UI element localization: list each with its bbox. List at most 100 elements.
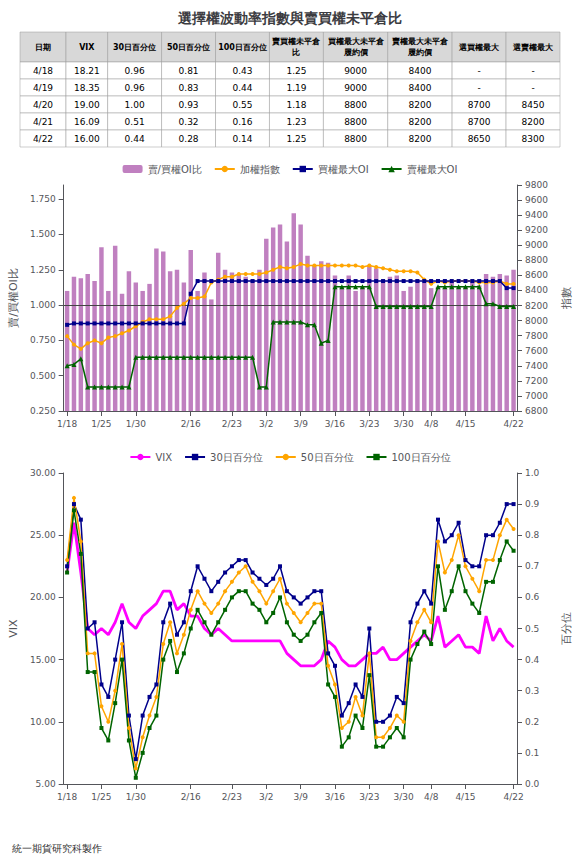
svg-text:0.44: 0.44 [232, 83, 252, 93]
svg-text:0.96: 0.96 [125, 66, 145, 76]
svg-text:8800: 8800 [344, 134, 367, 144]
svg-text:0.51: 0.51 [125, 117, 145, 127]
svg-text:4/8: 4/8 [424, 419, 439, 429]
svg-text:0.250: 0.250 [30, 406, 56, 416]
svg-text:8600: 8600 [525, 270, 548, 280]
svg-text:3/30: 3/30 [394, 419, 414, 429]
svg-text:0.16: 0.16 [232, 117, 252, 127]
svg-text:3/9: 3/9 [293, 792, 308, 802]
svg-text:8800: 8800 [344, 117, 367, 127]
svg-text:3/9: 3/9 [293, 419, 308, 429]
svg-text:9000: 9000 [525, 240, 548, 250]
svg-text:2/16: 2/16 [181, 419, 201, 429]
svg-text:1.25: 1.25 [286, 66, 306, 76]
svg-text:比: 比 [292, 48, 300, 57]
svg-text:16.09: 16.09 [74, 117, 100, 127]
svg-text:1.0: 1.0 [525, 468, 540, 478]
svg-text:8400: 8400 [408, 83, 431, 93]
svg-text:0.750: 0.750 [30, 335, 56, 345]
svg-text:7600: 7600 [525, 346, 548, 356]
svg-text:8400: 8400 [408, 66, 431, 76]
svg-text:0.2: 0.2 [525, 717, 539, 727]
svg-text:加權指數: 加權指數 [240, 164, 280, 175]
svg-text:2/23: 2/23 [222, 792, 242, 802]
svg-text:0.81: 0.81 [179, 66, 199, 76]
svg-text:3/16: 3/16 [325, 792, 345, 802]
svg-text:18.35: 18.35 [74, 83, 100, 93]
svg-text:賣權最大未平倉: 賣權最大未平倉 [391, 37, 449, 46]
svg-text:買權最大未平倉: 買權最大未平倉 [327, 37, 385, 46]
svg-text:4/20: 4/20 [33, 100, 53, 110]
svg-text:統一期貨研究科製作: 統一期貨研究科製作 [12, 843, 102, 854]
svg-text:-: - [477, 66, 480, 76]
svg-text:7000: 7000 [525, 391, 548, 401]
svg-text:3/23: 3/23 [359, 792, 379, 802]
svg-text:4/22: 4/22 [503, 419, 523, 429]
svg-text:-: - [531, 83, 534, 93]
svg-text:1.25: 1.25 [286, 134, 306, 144]
svg-text:1.00: 1.00 [125, 100, 145, 110]
svg-text:0.4: 0.4 [525, 655, 540, 665]
svg-text:8200: 8200 [525, 301, 548, 311]
svg-text:選賣權最大: 選賣權最大 [512, 43, 554, 52]
svg-text:0.5: 0.5 [525, 624, 539, 634]
svg-text:50日百分位: 50日百分位 [167, 43, 210, 52]
svg-text:4/22: 4/22 [503, 792, 523, 802]
svg-text:4/18: 4/18 [33, 66, 53, 76]
svg-text:7400: 7400 [525, 361, 548, 371]
svg-text:VIX: VIX [155, 452, 172, 463]
svg-text:3/16: 3/16 [325, 419, 345, 429]
svg-text:9000: 9000 [344, 66, 367, 76]
svg-text:4/21: 4/21 [33, 117, 53, 127]
svg-text:8000: 8000 [525, 316, 548, 326]
svg-text:1/30: 1/30 [126, 419, 146, 429]
svg-text:4/22: 4/22 [33, 134, 53, 144]
svg-text:賣權最大OI: 賣權最大OI [407, 164, 458, 175]
svg-text:8700: 8700 [468, 117, 491, 127]
svg-text:4/15: 4/15 [455, 792, 475, 802]
svg-text:-: - [477, 83, 480, 93]
svg-text:0.1: 0.1 [525, 748, 539, 758]
svg-text:VIX: VIX [7, 619, 20, 638]
svg-text:9600: 9600 [525, 195, 548, 205]
svg-text:3/2: 3/2 [259, 792, 273, 802]
svg-text:0.3: 0.3 [525, 686, 539, 696]
svg-text:0.6: 0.6 [525, 592, 540, 602]
svg-text:0.8: 0.8 [525, 530, 540, 540]
svg-text:1/25: 1/25 [91, 419, 111, 429]
svg-text:7800: 7800 [525, 331, 548, 341]
svg-text:0.28: 0.28 [179, 134, 199, 144]
svg-text:100日百分位: 100日百分位 [392, 452, 451, 463]
svg-text:8200: 8200 [408, 117, 431, 127]
svg-text:18.21: 18.21 [74, 66, 100, 76]
svg-text:15.00: 15.00 [30, 655, 56, 665]
svg-text:30.00: 30.00 [30, 468, 56, 478]
svg-text:百分位: 百分位 [560, 612, 573, 645]
svg-text:30日百分位: 30日百分位 [210, 452, 263, 463]
svg-text:賣/買權OI比: 賣/買權OI比 [7, 268, 20, 328]
svg-text:7200: 7200 [525, 376, 548, 386]
svg-text:1.19: 1.19 [286, 83, 306, 93]
svg-text:0.7: 0.7 [525, 561, 539, 571]
svg-text:8200: 8200 [408, 100, 431, 110]
svg-text:9200: 9200 [525, 225, 548, 235]
svg-text:10.00: 10.00 [30, 717, 56, 727]
svg-text:8300: 8300 [522, 134, 545, 144]
svg-text:9000: 9000 [344, 83, 367, 93]
svg-text:賣買權未平倉: 賣買權未平倉 [271, 37, 321, 46]
svg-text:3/2: 3/2 [259, 419, 273, 429]
svg-text:0.32: 0.32 [179, 117, 199, 127]
svg-text:4/8: 4/8 [424, 792, 439, 802]
svg-text:VIX: VIX [79, 43, 95, 52]
svg-text:選買權最大: 選買權最大 [458, 43, 500, 52]
svg-text:1.250: 1.250 [30, 265, 56, 275]
svg-text:20.00: 20.00 [30, 592, 56, 602]
svg-text:賣/買權OI比: 賣/買權OI比 [148, 164, 202, 175]
svg-text:8200: 8200 [408, 134, 431, 144]
svg-text:8400: 8400 [525, 285, 548, 295]
svg-text:0.0: 0.0 [525, 779, 540, 789]
svg-text:選擇權波動率指數與賣買權未平倉比: 選擇權波動率指數與賣買權未平倉比 [177, 10, 402, 26]
svg-text:1.500: 1.500 [30, 229, 56, 239]
svg-text:1.750: 1.750 [30, 194, 56, 204]
svg-text:8700: 8700 [468, 100, 491, 110]
